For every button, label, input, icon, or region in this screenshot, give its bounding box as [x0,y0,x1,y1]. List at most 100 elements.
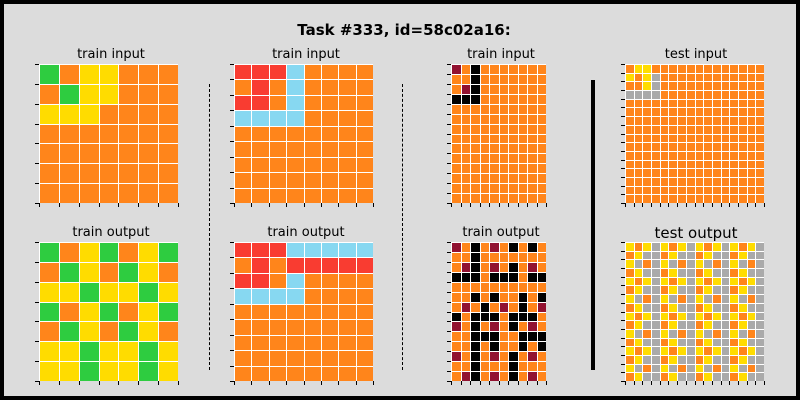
grid-cell [508,134,518,143]
axis-tick [621,277,625,278]
axis-tick [677,381,678,385]
grid-cell [755,64,764,73]
axis-tick [621,73,625,74]
grid-cell [99,143,118,163]
grid-cell [686,151,695,160]
grid-cell [686,242,695,251]
grid-cell [158,163,178,183]
axis-tick [508,203,509,207]
grid-cell [356,335,373,350]
grid-cell [660,285,668,294]
grid-cell [695,355,703,364]
grid-cell [79,242,99,262]
grid-cell [634,107,642,116]
axis-tick [321,203,322,207]
axis-tick [621,64,625,65]
grid-cell [118,104,138,124]
grid-cell [79,341,99,361]
grid-cell [518,94,527,104]
grid-cell [537,153,546,163]
axis-tick [695,203,696,207]
grid-cell [668,364,677,372]
grid-cell [703,116,712,125]
axis-tick [230,172,234,173]
grid-cell [677,73,686,81]
grid-cell [721,320,729,329]
grid-cell [642,294,651,303]
axis-tick [230,319,234,320]
axis-tick [621,338,625,339]
grid-cell [712,364,721,372]
grid-cell [668,168,677,177]
grid-cell [356,273,373,288]
grid-cell [251,304,269,319]
grid-cell [738,194,747,203]
grid-cell [356,64,373,79]
grid-cell [304,273,321,288]
grid-cell [729,99,738,107]
axis-tick [35,321,39,322]
axis-tick [286,381,287,385]
grid-cell [729,186,738,194]
axis-tick [621,268,625,269]
grid-cell [755,90,764,99]
grid-cell [625,320,634,329]
grid-cell [625,116,634,125]
grid-cell [703,251,712,259]
grid-cell [695,346,703,355]
grid-cell [489,114,499,124]
grid-cell [642,320,651,329]
grid-cell [251,366,269,381]
axis-tick [230,188,234,189]
grid-cell [686,329,695,338]
grid-cell [470,252,480,262]
grid-cell [660,294,668,303]
axis-tick [447,282,451,283]
axis-tick [373,381,374,385]
axis-tick [447,64,451,65]
grid-cell [251,126,269,141]
grid-cell [721,346,729,355]
grid-cell [651,177,660,186]
grid-cell [651,142,660,151]
grid-cell [508,94,518,104]
separator-solid [591,80,595,370]
grid-cell [480,143,489,153]
grid-cell [489,262,499,272]
grid-cell [634,194,642,203]
grid-cell [269,79,286,95]
grid-cell [721,107,729,116]
grid-cell [470,262,480,272]
grid-cell [668,285,677,294]
grid-cell [461,351,470,361]
grid-cell [480,351,489,361]
grid-cell [269,157,286,172]
grid-cell [712,90,721,99]
grid-cell [158,84,178,104]
grid-cell [642,268,651,277]
grid-cell [703,186,712,194]
grid-cell [642,329,651,338]
grid-cell [470,341,480,351]
grid-cell [712,251,721,259]
grid-cell [499,143,508,153]
grid-cell [677,294,686,303]
grid-cell [712,151,721,160]
grid-cell [677,194,686,203]
grid-cell [537,321,546,331]
grid-cell [59,104,79,124]
grid-cell [461,94,470,104]
grid-cell [703,151,712,160]
grid-cell [321,188,338,203]
axis-tick [537,203,538,207]
axis-tick [39,203,40,207]
grid-cell [703,99,712,107]
grid-cell [508,351,518,361]
axis-tick [508,381,509,385]
grid-cell [686,116,695,125]
grid-cell [527,153,537,163]
grid-cell [729,259,738,268]
grid-cell [451,351,461,361]
grid-cell [668,160,677,168]
grid-cell [738,268,747,277]
